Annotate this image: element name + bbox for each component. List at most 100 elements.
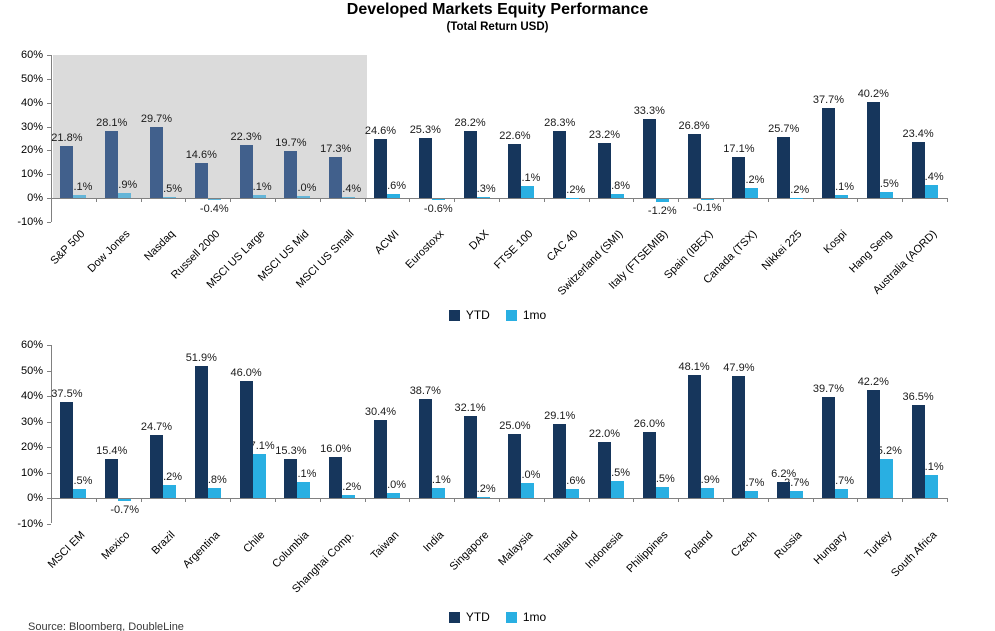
ytd-bar [374,139,387,198]
mo-bar [611,193,624,198]
category-label: Taiwan [368,529,402,562]
mo-bar [790,491,804,498]
y-tick-label: 10% [20,466,43,479]
mo-value-label: 3.8% [201,474,227,487]
mo-bar [342,197,356,198]
x-axis-tick [409,498,411,502]
x-axis-tick [409,198,411,202]
x-axis-tick [812,498,814,502]
mo-bar [163,196,176,198]
mo-value-label: 0.5% [156,182,183,195]
category-label: South Africa [888,529,940,580]
mo-value-label: -0.6% [423,203,453,216]
y-axis-tick [47,523,51,525]
ytd-bar [418,137,432,198]
category-label: Chile [240,529,268,556]
mo-bar [521,482,535,498]
ytd-value-label: 48.1% [678,361,710,374]
x-axis-tick [140,198,142,202]
mo-value-label: 6.0% [515,468,541,481]
x-axis-tick [543,198,545,202]
ytd-value-label: 15.3% [275,444,307,457]
y-axis-tick [47,198,51,199]
mo-bar [835,195,848,198]
ytd-value-label: 46.0% [230,366,262,379]
x-axis-tick [543,498,545,502]
mo-bar [879,192,893,198]
mo-bar [118,499,132,501]
y-tick-label: 60% [20,339,43,351]
y-tick-label: 20% [20,144,43,157]
mo-value-label: 3.9% [694,474,720,487]
mo-bar [431,199,445,201]
y-axis-tick [47,370,51,372]
mo-bar [700,488,714,498]
x-axis-tick [588,198,590,202]
y-tick-label: -10% [17,215,43,228]
mo-bar [163,484,176,498]
mo-bar [790,197,804,199]
y-tick-label: 50% [20,364,43,377]
mo-value-label: 1.2% [336,480,362,493]
mo-bar [73,489,87,498]
ytd-value-label: 47.9% [723,361,755,374]
source-note: Source: Bloomberg, DoubleLine [28,621,184,631]
category-label: Philippines [624,529,671,576]
ytd-value-label: 24.7% [140,421,173,433]
ytd-value-label: 28.2% [454,116,486,129]
x-axis-tick [185,498,187,502]
ytd-value-label: 28.1% [96,117,128,130]
mo-value-label: 2.7% [739,477,765,490]
x-axis-tick [767,498,769,502]
mo-bar [745,491,759,498]
y-axis-tick [47,55,51,56]
y-axis-tick [47,126,51,128]
mo-bar [611,481,624,498]
ytd-bar [732,157,746,198]
ytd-bar [239,144,253,198]
y-tick-label: 0% [27,492,43,504]
ytd-value-label: 40.2% [857,88,889,101]
category-label: Turkey [862,529,895,561]
x-axis-tick [230,198,232,202]
x-axis-tick [812,198,814,202]
ytd-bar [687,134,701,198]
ytd-bar [866,390,880,498]
x-axis-tick [678,498,680,502]
legend-swatch-ytd [448,611,460,623]
mo-value-label: 6.1% [291,468,317,481]
y-axis-tick [47,150,51,152]
legend-label-1mo: 1mo [522,610,547,624]
mo-bar [924,185,938,198]
ytd-bar [822,396,835,498]
mo-bar [655,199,669,202]
y-axis-tick [47,396,51,397]
ytd-value-label: 19.7% [275,137,307,150]
legend-swatch-1mo [505,611,517,623]
ytd-bar [598,441,611,498]
mo-bar [566,488,580,498]
ytd-bar [329,457,343,498]
ytd-value-label: 23.4% [902,128,934,141]
ytd-value-label: 6.2% [771,468,797,481]
ytd-bar [150,435,163,498]
x-axis-tick [678,198,680,202]
ytd-bar [642,431,656,498]
category-label: Columbia [270,529,312,571]
y-tick-label: 30% [20,415,43,428]
y-tick-label: 60% [20,49,43,61]
x-axis-tick [51,498,52,502]
x-axis-tick [95,498,97,502]
mo-value-label: 5.4% [918,171,944,184]
ytd-bar [553,130,567,198]
mo-value-label: 0.2% [470,483,496,496]
ytd-value-label: 17.3% [320,142,352,155]
mo-bar [297,482,311,498]
x-axis-tick [364,198,366,202]
ytd-bar [60,402,74,498]
ytd-bar [329,156,343,198]
x-axis-tick [723,498,724,502]
ytd-value-label: 15.4% [96,444,128,457]
ytd-bar [60,146,74,198]
